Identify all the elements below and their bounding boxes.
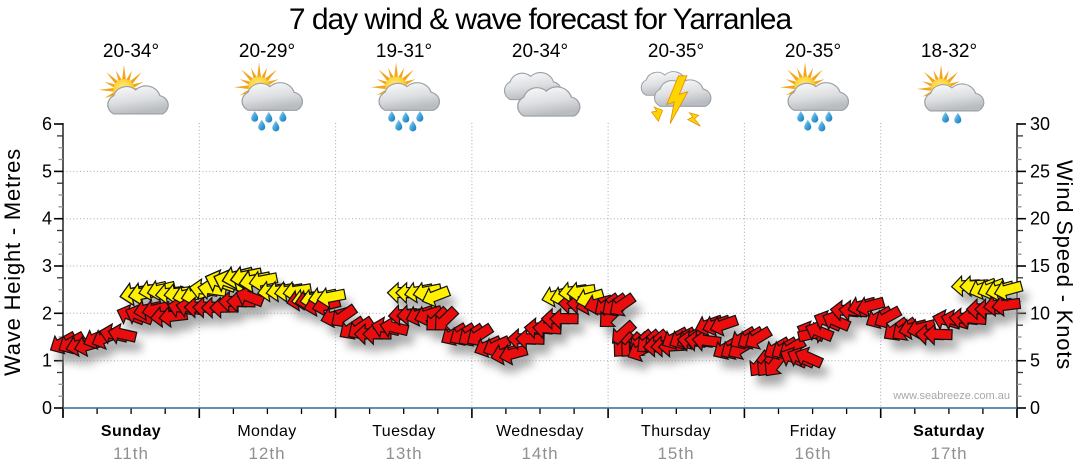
svg-text:Saturday: Saturday xyxy=(913,423,985,440)
svg-text:13th: 13th xyxy=(385,444,422,463)
svg-text:20-34°: 20-34° xyxy=(103,41,159,62)
svg-text:Tuesday: Tuesday xyxy=(372,423,436,440)
svg-text:Wednesday: Wednesday xyxy=(496,423,584,440)
svg-text:19-31°: 19-31° xyxy=(376,41,432,62)
svg-text:www.seabreeze.com.au: www.seabreeze.com.au xyxy=(892,390,1010,402)
svg-text:Monday: Monday xyxy=(237,423,296,440)
svg-text:3: 3 xyxy=(42,256,52,276)
svg-text:12th: 12th xyxy=(248,444,285,463)
svg-text:16th: 16th xyxy=(794,444,831,463)
svg-text:18-32°: 18-32° xyxy=(921,41,977,62)
svg-text:25: 25 xyxy=(1030,161,1050,181)
svg-text:Thursday: Thursday xyxy=(641,423,711,440)
svg-text:30: 30 xyxy=(1030,114,1050,134)
svg-text:4: 4 xyxy=(42,209,52,229)
svg-text:5: 5 xyxy=(42,161,52,181)
svg-text:Friday: Friday xyxy=(790,423,837,440)
svg-text:5: 5 xyxy=(1030,351,1040,371)
svg-text:0: 0 xyxy=(1030,398,1040,418)
svg-text:Wave Height - Metres: Wave Height - Metres xyxy=(0,148,25,376)
svg-text:15th: 15th xyxy=(657,444,694,463)
svg-text:Sunday: Sunday xyxy=(101,423,161,440)
svg-text:6: 6 xyxy=(42,114,52,134)
svg-text:15: 15 xyxy=(1030,256,1050,276)
svg-text:20-29°: 20-29° xyxy=(239,41,295,62)
svg-text:20-34°: 20-34° xyxy=(512,41,568,62)
svg-text:20-35°: 20-35° xyxy=(785,41,841,62)
svg-text:20-35°: 20-35° xyxy=(648,41,704,62)
svg-text:7 day wind & wave forecast for: 7 day wind & wave forecast for Yarranlea xyxy=(289,3,793,36)
svg-text:17th: 17th xyxy=(930,444,967,463)
svg-text:Wind Speed - Knots: Wind Speed - Knots xyxy=(1052,160,1077,370)
svg-text:10: 10 xyxy=(1030,303,1050,323)
svg-text:2: 2 xyxy=(42,303,52,323)
svg-text:14th: 14th xyxy=(521,444,558,463)
svg-text:20: 20 xyxy=(1030,209,1050,229)
svg-text:1: 1 xyxy=(42,351,52,371)
svg-text:11th: 11th xyxy=(113,444,149,463)
svg-text:0: 0 xyxy=(42,398,52,418)
